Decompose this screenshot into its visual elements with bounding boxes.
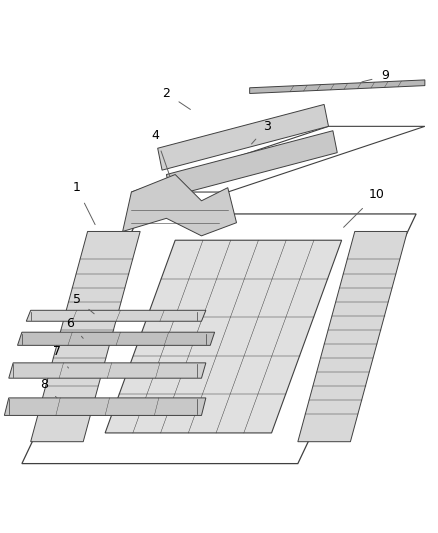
Text: 9: 9 [362, 69, 389, 83]
Text: 4: 4 [152, 128, 170, 176]
Text: 3: 3 [251, 120, 271, 144]
Polygon shape [4, 398, 206, 415]
Polygon shape [158, 104, 328, 170]
Polygon shape [26, 310, 206, 321]
Text: 5: 5 [73, 293, 94, 314]
Polygon shape [298, 231, 407, 442]
Polygon shape [123, 174, 237, 236]
Polygon shape [31, 231, 140, 442]
Polygon shape [250, 80, 425, 93]
Text: 8: 8 [40, 378, 57, 398]
Polygon shape [166, 131, 337, 197]
Text: 6: 6 [66, 317, 83, 338]
Text: 2: 2 [162, 87, 191, 109]
Polygon shape [18, 332, 215, 345]
Text: 1: 1 [73, 181, 95, 224]
Polygon shape [9, 363, 206, 378]
Polygon shape [105, 240, 342, 433]
Text: 10: 10 [343, 188, 385, 227]
Text: 7: 7 [53, 345, 68, 368]
